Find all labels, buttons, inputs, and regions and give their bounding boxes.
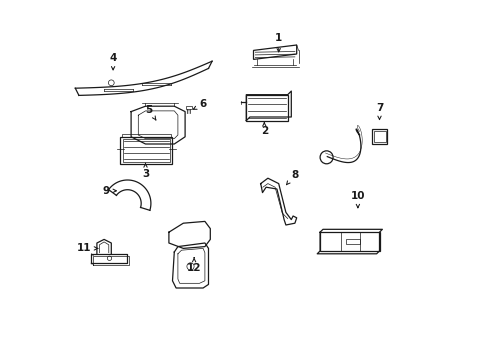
- Text: 6: 6: [193, 99, 206, 109]
- Text: 4: 4: [109, 53, 117, 70]
- Text: 3: 3: [142, 163, 149, 179]
- Text: 12: 12: [186, 258, 201, 273]
- Bar: [373, 131, 385, 142]
- Bar: [320, 232, 379, 251]
- Text: 5: 5: [145, 105, 156, 120]
- Text: 11: 11: [77, 243, 98, 253]
- Text: 9: 9: [102, 186, 116, 196]
- Text: 8: 8: [286, 170, 298, 185]
- Text: 7: 7: [375, 103, 383, 120]
- Bar: [371, 129, 386, 144]
- Bar: [123, 139, 169, 162]
- Text: 2: 2: [260, 123, 267, 136]
- Bar: [120, 137, 172, 164]
- Bar: [345, 239, 359, 244]
- Bar: [185, 106, 191, 109]
- Bar: [122, 134, 171, 137]
- Text: 10: 10: [350, 191, 365, 208]
- Bar: [246, 95, 287, 121]
- Text: 1: 1: [275, 33, 282, 52]
